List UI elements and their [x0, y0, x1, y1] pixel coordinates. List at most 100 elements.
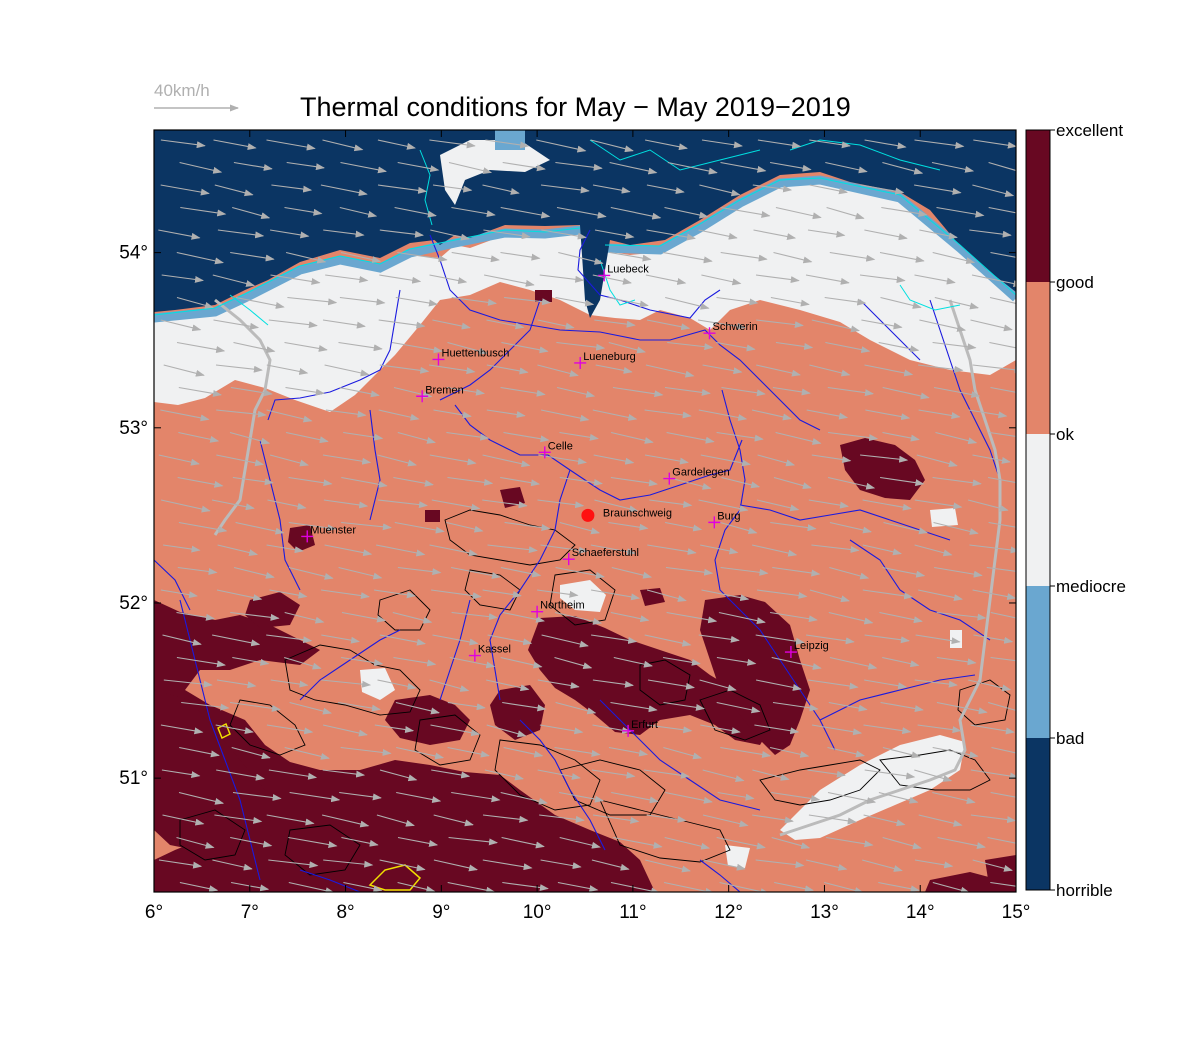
wind-arrow	[769, 746, 810, 758]
city-kassel: Kassel	[468, 644, 511, 662]
wind-arrow	[934, 296, 979, 310]
wind-arrow	[662, 251, 713, 264]
wind-arrow	[213, 319, 260, 330]
sea-bad-patch	[495, 130, 525, 150]
lon-tick-label: 14°	[906, 902, 935, 923]
wind-arrow	[556, 206, 607, 219]
wind-arrow	[700, 544, 739, 555]
wind-arrow	[990, 611, 1016, 619]
wind-arrow	[397, 566, 442, 576]
wind-arrow	[756, 499, 800, 512]
wind-arrow	[751, 544, 798, 557]
colorbar-label: bad	[1056, 729, 1084, 748]
wind-arrow	[541, 229, 587, 240]
wind-arrow	[266, 634, 313, 644]
wind-arrow	[969, 544, 1016, 554]
wind-arrow	[990, 386, 1016, 393]
wind-arrow	[397, 251, 448, 263]
city-label: Huettenbusch	[442, 348, 510, 360]
wind-arrow	[160, 589, 198, 599]
wind-arrow	[919, 229, 958, 240]
wind-arrow	[538, 454, 587, 465]
wind-arrow	[216, 679, 257, 689]
wind-arrow	[503, 746, 544, 758]
wind-arrow	[805, 274, 850, 285]
wind-arrow	[500, 566, 542, 578]
wind-arrow	[288, 476, 333, 487]
wind-arrow	[594, 229, 635, 240]
lon-tick-label: 15°	[1002, 902, 1031, 923]
wind-arrow	[645, 274, 687, 285]
wind-arrow	[324, 544, 373, 557]
wind-arrow	[500, 206, 551, 219]
wind-arrow	[718, 611, 766, 625]
wind-arrow	[594, 499, 639, 513]
wind-arrow	[378, 409, 420, 421]
wind-arrow	[595, 364, 633, 374]
wind-arrow	[379, 769, 418, 782]
wind-arrow	[970, 724, 1015, 735]
city-marker-icon	[708, 516, 721, 529]
wind-arrow	[809, 364, 851, 377]
wind-arrow	[217, 544, 259, 557]
wind-arrow	[394, 521, 445, 534]
city-marker-icon	[622, 724, 635, 737]
wind-arrow	[397, 431, 436, 444]
city-label: Burg	[717, 510, 740, 522]
wind-arrow	[806, 409, 849, 420]
wind-arrow	[807, 769, 846, 778]
wind-arrow	[882, 746, 921, 759]
wind-arrow	[879, 611, 923, 624]
wind-arrow	[644, 409, 692, 419]
wind-arrow	[592, 409, 638, 421]
city-marker-icon	[531, 605, 544, 618]
wind-arrow	[968, 679, 1012, 692]
wind-arrow	[593, 454, 635, 465]
colorbar[interactable]: excellent good ok mediocre bad horrible	[1025, 121, 1126, 900]
wind-arrow	[879, 251, 925, 263]
wind-arrow	[880, 701, 924, 712]
wind-arrow	[610, 611, 650, 623]
wind-arrow	[918, 814, 963, 827]
wind-arrow	[989, 431, 1016, 437]
wind-arrow	[321, 634, 360, 644]
city-label: Gardelegen	[672, 467, 730, 479]
wind-arrow	[988, 161, 1016, 172]
map-title: Thermal conditions for May − May 2019−20…	[300, 92, 851, 122]
wind-arrow	[397, 836, 439, 847]
wind-arrow	[699, 184, 741, 197]
wind-arrow	[163, 544, 201, 553]
lon-tick-label: 6°	[145, 902, 163, 923]
wind-arrow	[288, 836, 338, 848]
city-marker-icon	[301, 530, 314, 543]
wind-arrow	[160, 319, 202, 332]
wind-arrow	[379, 364, 430, 374]
wind-arrow	[539, 814, 585, 823]
wind-arrow	[536, 139, 587, 153]
wind-arrow	[973, 139, 1016, 149]
wind-arrow	[324, 364, 370, 377]
wind-arrow	[559, 836, 601, 849]
wind-arrow	[537, 679, 580, 689]
wind-arrow	[341, 521, 392, 531]
wind-arrow	[559, 431, 599, 441]
wind-arrow	[379, 634, 426, 646]
wind-arrow	[429, 679, 470, 692]
wind-arrow	[392, 611, 433, 624]
wind-arrow	[937, 836, 986, 850]
wind-arrow	[932, 791, 976, 804]
wind-arrow	[646, 319, 691, 331]
wind-arrow	[339, 206, 378, 218]
wind-arrow	[449, 656, 496, 669]
wind-arrow	[771, 836, 811, 850]
wind-arrow	[644, 634, 692, 647]
wind-arrow	[882, 161, 924, 175]
wind-arrow	[698, 409, 748, 421]
wind-arrow	[504, 296, 551, 306]
wind-arrow	[537, 589, 579, 598]
wind-arrow	[176, 251, 224, 265]
wind-arrow	[811, 319, 860, 333]
wind-arrow	[216, 454, 265, 467]
wind-arrow	[914, 139, 965, 149]
wind-arrow	[610, 881, 661, 892]
